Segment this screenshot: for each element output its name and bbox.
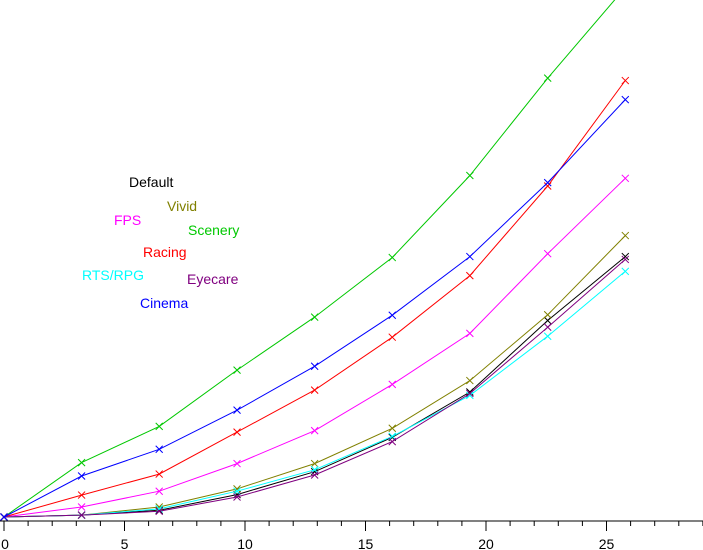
x-tick-label: 25 xyxy=(599,536,615,550)
data-point-cinema xyxy=(543,178,552,187)
data-point-cinema xyxy=(155,445,164,454)
data-point-racing xyxy=(233,428,241,436)
series-cinema xyxy=(0,95,630,521)
series-scenery xyxy=(0,0,616,521)
data-point-scenery xyxy=(310,313,319,321)
data-point-vivid xyxy=(465,376,474,385)
data-point-rtsrpg xyxy=(543,332,552,341)
series-line-scenery xyxy=(3,0,616,518)
series-line-default xyxy=(3,256,626,518)
data-point-fps xyxy=(621,174,630,183)
data-point-scenery xyxy=(233,366,241,374)
data-point-scenery xyxy=(77,458,86,467)
legend-label-vivid: Vivid xyxy=(167,198,197,214)
data-point-racing xyxy=(77,491,86,499)
data-point-vivid xyxy=(310,459,319,468)
data-point-racing xyxy=(388,333,397,342)
data-point-fps xyxy=(155,487,164,496)
x-tick-label: 5 xyxy=(121,536,129,550)
data-point-scenery xyxy=(465,171,474,180)
legend-label-cinema: Cinema xyxy=(140,295,188,311)
x-ticks: 0 5 10 15 20 25 xyxy=(1,521,703,550)
series-rtsrpg xyxy=(0,267,630,521)
series-eyecare xyxy=(0,255,630,521)
data-point-fps xyxy=(465,329,474,338)
data-point-fps xyxy=(310,426,319,435)
data-point-rtsrpg xyxy=(621,267,630,276)
data-point-vivid xyxy=(543,310,552,319)
data-point-eyecare xyxy=(543,323,552,332)
data-point-cinema xyxy=(77,472,86,480)
data-point-fps xyxy=(543,249,552,258)
data-point-rtsrpg xyxy=(233,487,241,496)
legend-label-default: Default xyxy=(129,174,173,190)
series-racing xyxy=(0,76,630,521)
data-point-fps xyxy=(233,459,241,468)
x-tick-label: 10 xyxy=(237,536,253,550)
data-point-fps xyxy=(388,380,397,389)
data-point-racing xyxy=(543,182,552,190)
x-tick-label: 0 xyxy=(1,536,9,550)
data-point-vivid xyxy=(621,231,630,240)
x-axis: 0 5 10 15 20 25 xyxy=(0,520,703,550)
data-point-eyecare xyxy=(388,437,397,446)
data-point-racing xyxy=(465,271,474,280)
data-point-eyecare xyxy=(155,507,164,516)
data-point-scenery xyxy=(388,253,397,262)
data-point-default xyxy=(621,252,630,261)
data-point-racing xyxy=(621,76,630,85)
data-point-eyecare xyxy=(310,471,319,479)
data-point-default xyxy=(465,388,474,396)
data-point-fps xyxy=(77,503,86,511)
data-point-cinema xyxy=(388,311,397,320)
data-point-eyecare xyxy=(465,389,474,398)
data-point-cinema xyxy=(465,252,474,261)
x-tick-label: 20 xyxy=(478,536,494,550)
data-point-eyecare xyxy=(233,493,241,501)
series-line-eyecare xyxy=(3,259,626,518)
data-point-racing xyxy=(155,470,164,478)
data-point-scenery xyxy=(543,74,552,83)
legend-label-fps: FPS xyxy=(114,212,141,228)
data-point-default xyxy=(543,316,552,325)
data-point-scenery xyxy=(155,422,164,431)
series-line-racing xyxy=(3,80,626,518)
series-layer xyxy=(0,0,630,521)
legend-label-racing: Racing xyxy=(143,244,187,260)
series-line-rtsrpg xyxy=(3,270,626,518)
data-point-cinema xyxy=(621,95,630,104)
data-point-vivid xyxy=(233,485,241,493)
data-point-eyecare xyxy=(621,255,630,264)
data-point-eyecare xyxy=(77,511,86,519)
series-default xyxy=(0,252,630,521)
x-tick-label: 15 xyxy=(358,536,374,550)
data-point-cinema xyxy=(310,362,319,371)
data-point-racing xyxy=(310,386,319,394)
legend-label-eyecare: Eyecare xyxy=(187,271,239,287)
data-point-cinema xyxy=(0,513,8,521)
legend-label-scenery: Scenery xyxy=(188,222,239,238)
data-point-vivid xyxy=(388,424,397,433)
legend-label-rtsrpg: RTS/RPG xyxy=(82,267,144,283)
series-line-cinema xyxy=(3,99,626,518)
data-point-rtsrpg xyxy=(465,391,474,400)
legend: Default Vivid FPS Scenery Racing RTS/RPG… xyxy=(82,174,239,311)
data-point-cinema xyxy=(233,406,241,415)
series-fps xyxy=(0,174,630,521)
